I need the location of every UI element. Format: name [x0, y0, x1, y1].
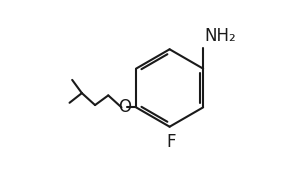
Text: O: O	[118, 98, 131, 116]
Text: F: F	[167, 133, 176, 151]
Text: NH₂: NH₂	[204, 27, 236, 45]
